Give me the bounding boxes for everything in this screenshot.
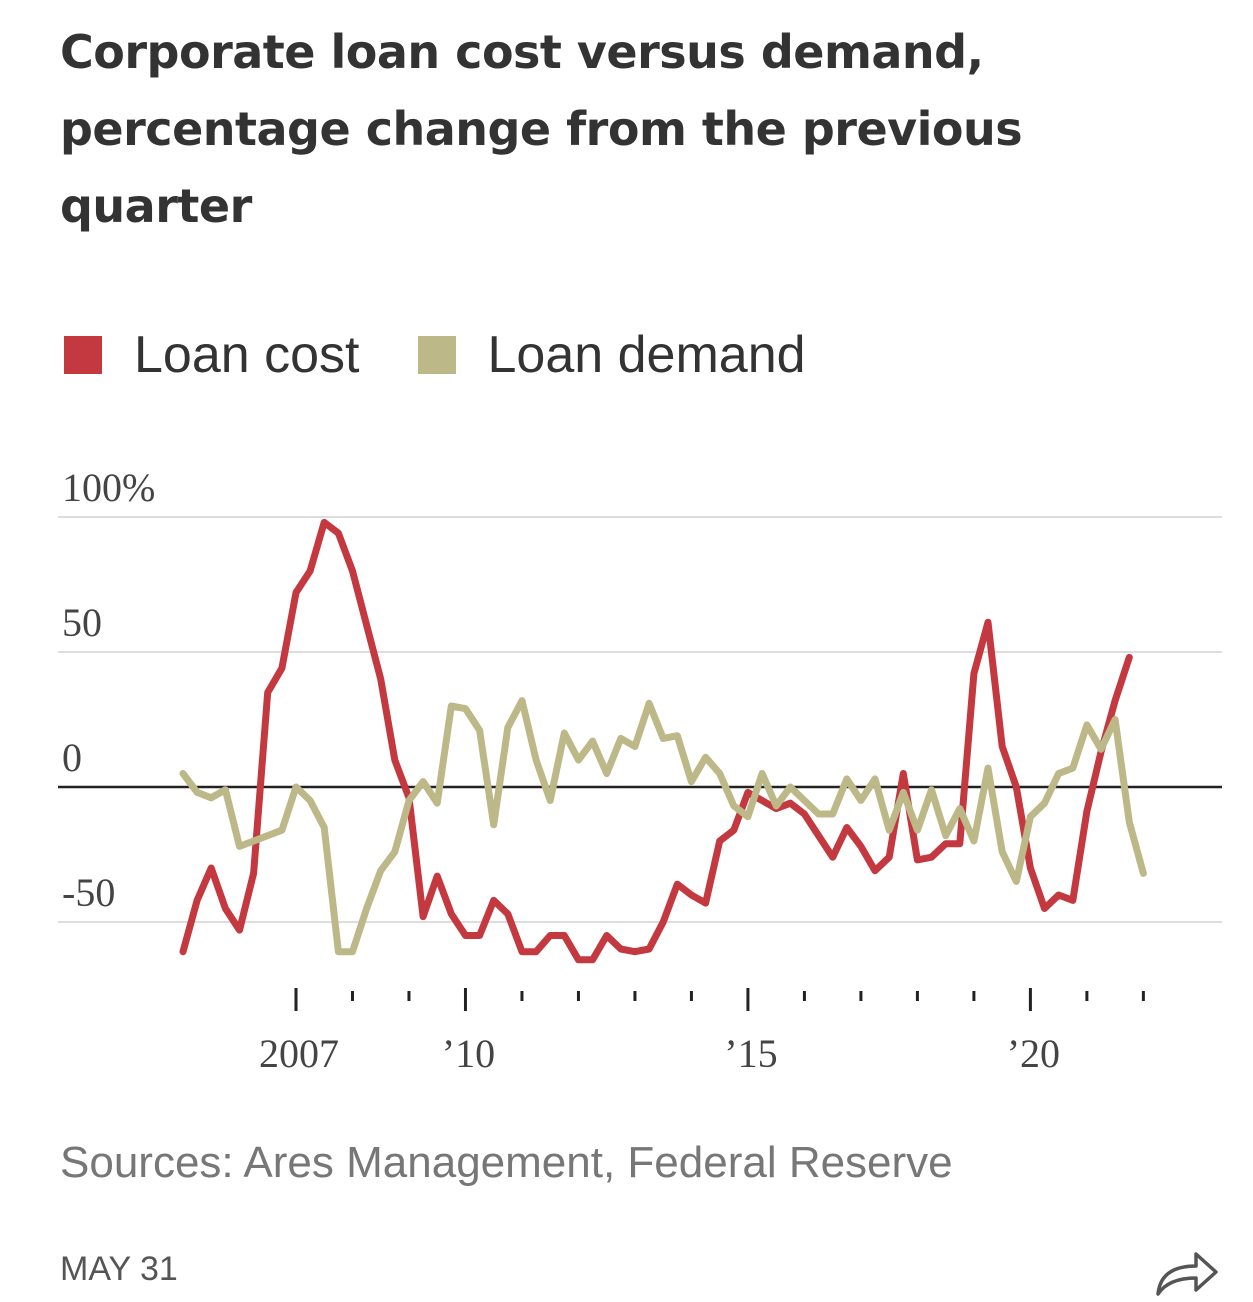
line-chart: 100% 50 0 -50 2007 ’10 ’15 ’20 (58, 465, 1222, 1076)
x-tick-label: ’15 (724, 1031, 777, 1076)
chart-title: Corporate loan cost versus demand, perce… (60, 25, 1023, 233)
x-tick-label: ’10 (442, 1031, 495, 1076)
legend-item-loan-cost: Loan cost (64, 325, 360, 385)
series-line-loan-cost (179, 518, 1133, 964)
publish-date: MAY 31 (60, 1250, 178, 1288)
legend-label-loan-cost: Loan cost (134, 326, 360, 384)
legend-swatch-loan-cost (64, 336, 102, 374)
legend-item-loan-demand: Loan demand (417, 325, 806, 385)
y-tick-label: 0 (62, 735, 82, 780)
source-note: Sources: Ares Management, Federal Reserv… (60, 1138, 953, 1187)
y-tick-label: 50 (62, 600, 102, 645)
legend-swatch-loan-demand (417, 336, 456, 374)
y-tick-label: -50 (62, 870, 115, 915)
series-line-loan-demand (179, 697, 1147, 956)
x-tick-label: ’20 (1007, 1031, 1060, 1076)
x-tick-label: 2007 (259, 1031, 339, 1076)
y-tick-label: 100% (62, 465, 155, 510)
legend-label-loan-demand: Loan demand (487, 326, 806, 384)
legend: Loan cost Loan demand (64, 324, 864, 386)
share-arrow-icon[interactable] (1152, 1244, 1222, 1302)
